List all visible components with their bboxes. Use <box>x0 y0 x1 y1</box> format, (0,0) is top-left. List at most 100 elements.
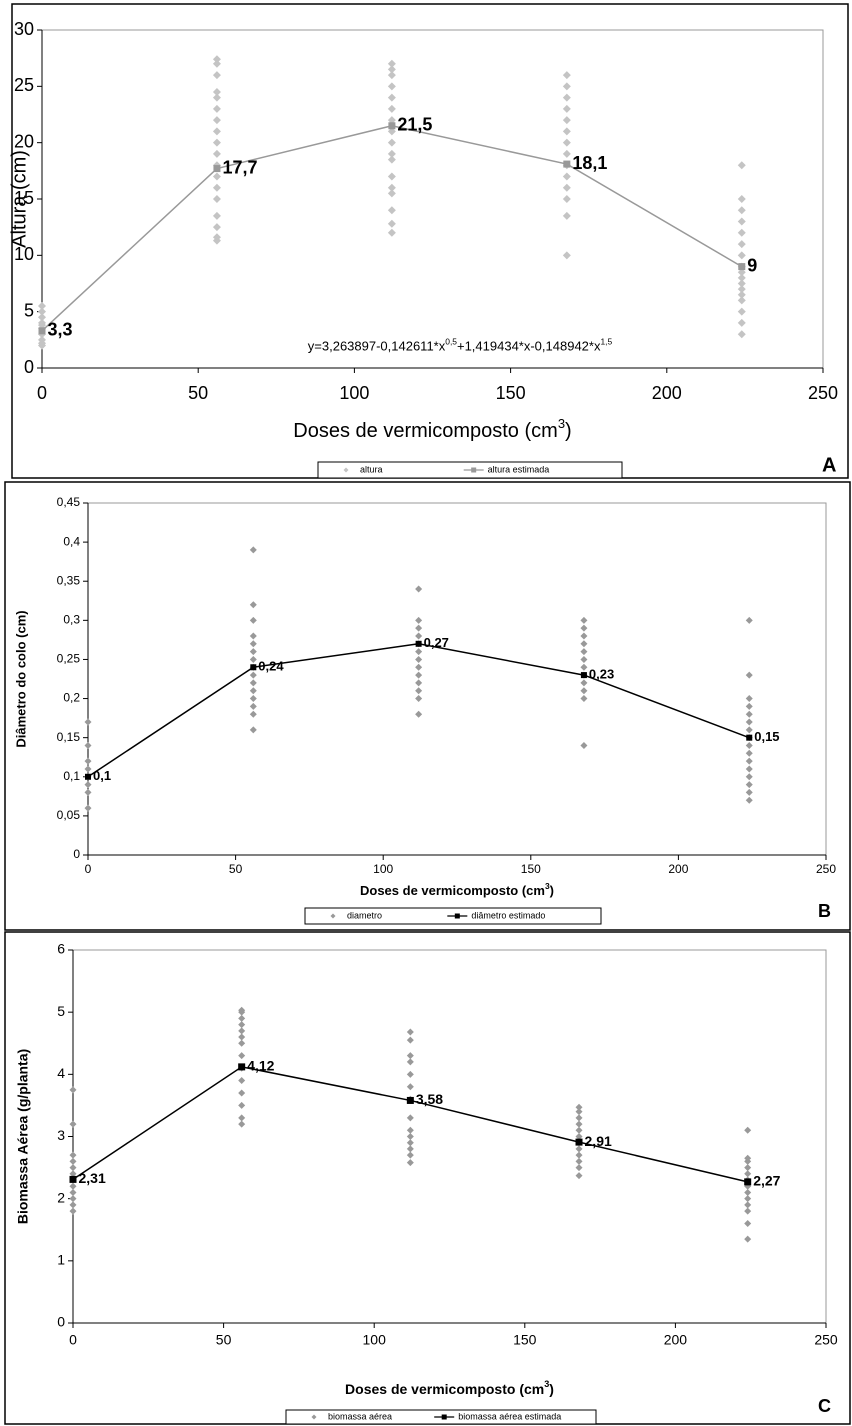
scatter-point <box>69 1188 77 1196</box>
y-tick-label: 0 <box>24 357 34 377</box>
scatter-point <box>406 1126 414 1134</box>
data-label: 0,1 <box>93 768 111 783</box>
panel-label: B <box>818 901 831 921</box>
scatter-point <box>745 765 753 773</box>
scatter-point <box>744 1195 752 1203</box>
scatter-point <box>212 211 221 220</box>
y-tick-label: 2 <box>57 1189 65 1205</box>
y-axis-label: Altura (cm) <box>8 150 30 248</box>
scatter-point <box>387 155 396 164</box>
data-label: 0,27 <box>424 635 449 650</box>
scatter-point <box>737 161 746 170</box>
scatter-point <box>387 149 396 158</box>
x-tick-label: 250 <box>808 383 838 403</box>
scatter-point <box>38 302 46 311</box>
panel-frame <box>4 931 851 1425</box>
scatter-point <box>562 93 571 102</box>
data-label: 21,5 <box>397 115 432 135</box>
scatter-point <box>84 804 92 812</box>
y-tick-label: 5 <box>57 1003 65 1019</box>
fit-marker <box>738 263 746 271</box>
scatter-point <box>249 648 257 656</box>
fit-marker <box>746 734 753 741</box>
y-tick-label: 30 <box>14 19 34 39</box>
scatter-point <box>562 211 571 220</box>
x-axis-label: Doses de vermicomposto (cm3) <box>345 1379 554 1396</box>
x-tick-label: 50 <box>188 383 208 403</box>
scatter-point <box>212 172 221 181</box>
scatter-point <box>38 313 46 322</box>
text-part: +1,419434*x-0,148942*x <box>457 339 601 354</box>
scatter-point <box>387 93 396 102</box>
scatter-point <box>737 268 746 277</box>
x-axis-label: Doses de vermicomposto (cm3) <box>293 416 571 442</box>
y-tick-label: 4 <box>57 1065 65 1081</box>
scatter-point <box>737 206 746 215</box>
scatter-point <box>562 251 571 260</box>
data-label: 2,31 <box>79 1170 106 1186</box>
scatter-point <box>238 1052 246 1060</box>
scatter-point <box>406 1036 414 1044</box>
scatter-point <box>38 339 46 348</box>
scatter-point <box>212 55 221 64</box>
scatter-point <box>387 138 396 147</box>
text-part: y=3,263897-0,142611*x <box>308 339 446 354</box>
scatter-point <box>406 1083 414 1091</box>
scatter-point <box>580 640 588 648</box>
x-tick-label: 150 <box>521 862 541 876</box>
scatter-point <box>69 1170 77 1178</box>
y-tick-label: 20 <box>14 131 34 151</box>
text-part: Doses de vermicomposto (cm <box>345 1381 544 1397</box>
text-part: Doses de vermicomposto (cm <box>293 420 558 442</box>
scatter-point <box>745 741 753 749</box>
scatter-point <box>744 1154 752 1162</box>
scatter-point <box>84 741 92 749</box>
scatter-point <box>406 1139 414 1147</box>
y-tick-label: 15 <box>14 188 34 208</box>
y-axis-label: Biomassa Aérea (g/planta) <box>15 1049 31 1224</box>
scatter-point <box>562 127 571 136</box>
scatter-point <box>69 1201 77 1209</box>
scatter-point <box>745 616 753 624</box>
scatter-point <box>249 695 257 703</box>
scatter-point <box>387 127 396 136</box>
superscript: 3 <box>544 1379 549 1389</box>
scatter-point <box>745 671 753 679</box>
fit-marker <box>744 1178 752 1186</box>
scatter-point <box>238 1006 246 1014</box>
scatter-point <box>737 330 746 339</box>
text-part: ) <box>549 1381 554 1397</box>
scatter-point <box>744 1170 752 1178</box>
x-tick-label: 200 <box>652 383 682 403</box>
panel: 0 0,05 0,1 0,15 0,2 0,25 0,3 0,35 0,4 0,45 0 50 100 1… <box>4 481 851 931</box>
scatter-point <box>745 718 753 726</box>
scatter-point <box>212 223 221 232</box>
scatter-point <box>737 228 746 237</box>
scatter-point <box>415 663 423 671</box>
scatter-point <box>575 1157 583 1165</box>
y-tick-label: 0,15 <box>57 730 81 744</box>
fit-marker <box>580 672 587 679</box>
scatter-point <box>406 1159 414 1167</box>
scatter-point <box>212 183 221 192</box>
scatter-point <box>69 1157 77 1165</box>
scatter-point <box>249 702 257 710</box>
x-tick-label: 250 <box>816 862 836 876</box>
scatter-point <box>212 104 221 113</box>
scatter-point <box>737 273 746 282</box>
scatter-point <box>580 624 588 632</box>
x-axis-label: Doses de vermicomposto (cm3) <box>360 881 554 898</box>
scatter-point <box>249 687 257 695</box>
scatter-point <box>745 702 753 710</box>
scatter-point <box>580 741 588 749</box>
scatter-point <box>745 788 753 796</box>
plot-area <box>72 949 827 1324</box>
panel: 0 5 10 15 20 25 30 0 50 100 150 200 250 Altura (cm) Do… <box>8 3 849 479</box>
fit-line <box>87 643 750 778</box>
scatter-point <box>238 1027 246 1035</box>
scatter-point <box>575 1103 583 1111</box>
scatter-point <box>69 1195 77 1203</box>
y-tick-label: 0,4 <box>63 534 80 548</box>
scatter-point <box>737 217 746 226</box>
scatter-point <box>84 788 92 796</box>
